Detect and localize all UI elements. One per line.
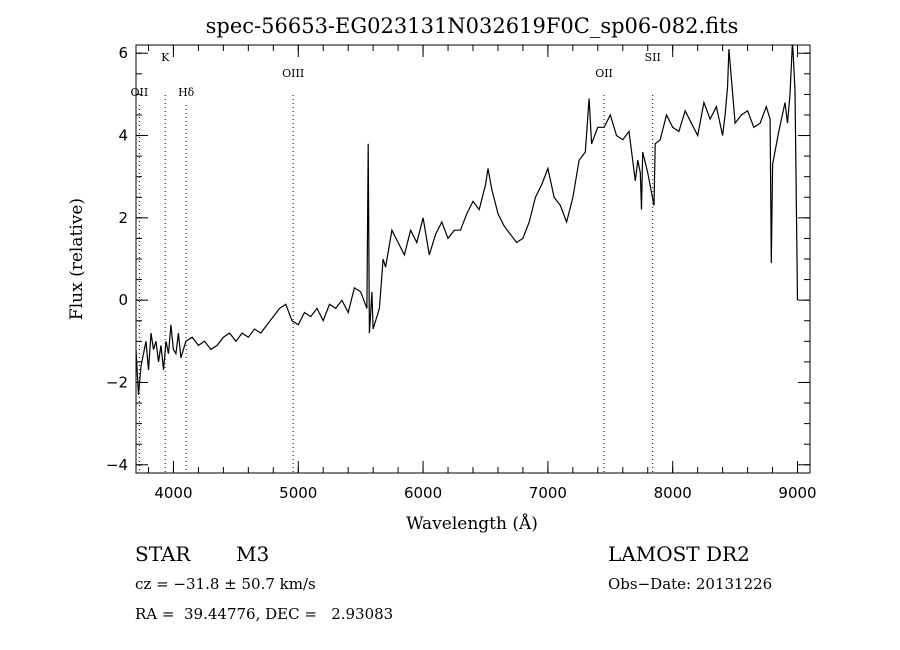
spectrum-line bbox=[136, 45, 799, 395]
observation-date: Obs−Date: 20131226 bbox=[608, 575, 773, 593]
y-axis-label: Flux (relative) bbox=[67, 198, 87, 320]
survey-name: LAMOST DR2 bbox=[608, 542, 750, 566]
major-ticks bbox=[136, 45, 810, 473]
x-tick-label: 8000 bbox=[654, 484, 692, 502]
x-tick-labels: 4000 5000 6000 7000 8000 9000 bbox=[154, 484, 816, 502]
x-axis-label: Wavelength (Å) bbox=[406, 513, 538, 534]
series-group bbox=[136, 45, 799, 395]
spectral-line-markers: OII K Hδ OIII OII SII bbox=[131, 51, 661, 473]
x-tick-label: 6000 bbox=[404, 484, 442, 502]
spectral-line-label: OII bbox=[131, 86, 149, 99]
plot-frame bbox=[135, 44, 811, 474]
spectral-line-label: K bbox=[161, 51, 170, 64]
object-class: STAR bbox=[135, 542, 191, 566]
x-tick-label: 5000 bbox=[279, 484, 317, 502]
sky-coordinates: RA = 39.44776, DEC = 2.93083 bbox=[135, 605, 394, 623]
y-tick-label: 6 bbox=[118, 44, 128, 62]
x-tick-label: 7000 bbox=[529, 484, 567, 502]
y-tick-labels: −4 −2 0 2 4 6 bbox=[106, 44, 128, 474]
redshift-cz: cz = −31.8 ± 50.7 km/s bbox=[135, 575, 316, 593]
y-tick-label: −2 bbox=[106, 373, 128, 391]
spectral-line-label: Hδ bbox=[178, 86, 195, 99]
y-tick-label: 0 bbox=[118, 291, 128, 309]
x-tick-label: 4000 bbox=[154, 484, 192, 502]
y-tick-label: 2 bbox=[118, 209, 128, 227]
spectral-line-label: SII bbox=[645, 51, 661, 64]
y-tick-label: 4 bbox=[118, 127, 128, 145]
minor-ticks bbox=[136, 45, 810, 473]
y-tick-label: −4 bbox=[106, 456, 128, 474]
chart-title: spec-56653-EG023131N032619F0C_sp06-082.f… bbox=[206, 14, 739, 38]
spectral-line-label: OIII bbox=[282, 67, 304, 80]
x-tick-label: 9000 bbox=[778, 484, 816, 502]
object-subclass: M3 bbox=[236, 542, 270, 566]
spectral-line-label: OII bbox=[595, 67, 613, 80]
